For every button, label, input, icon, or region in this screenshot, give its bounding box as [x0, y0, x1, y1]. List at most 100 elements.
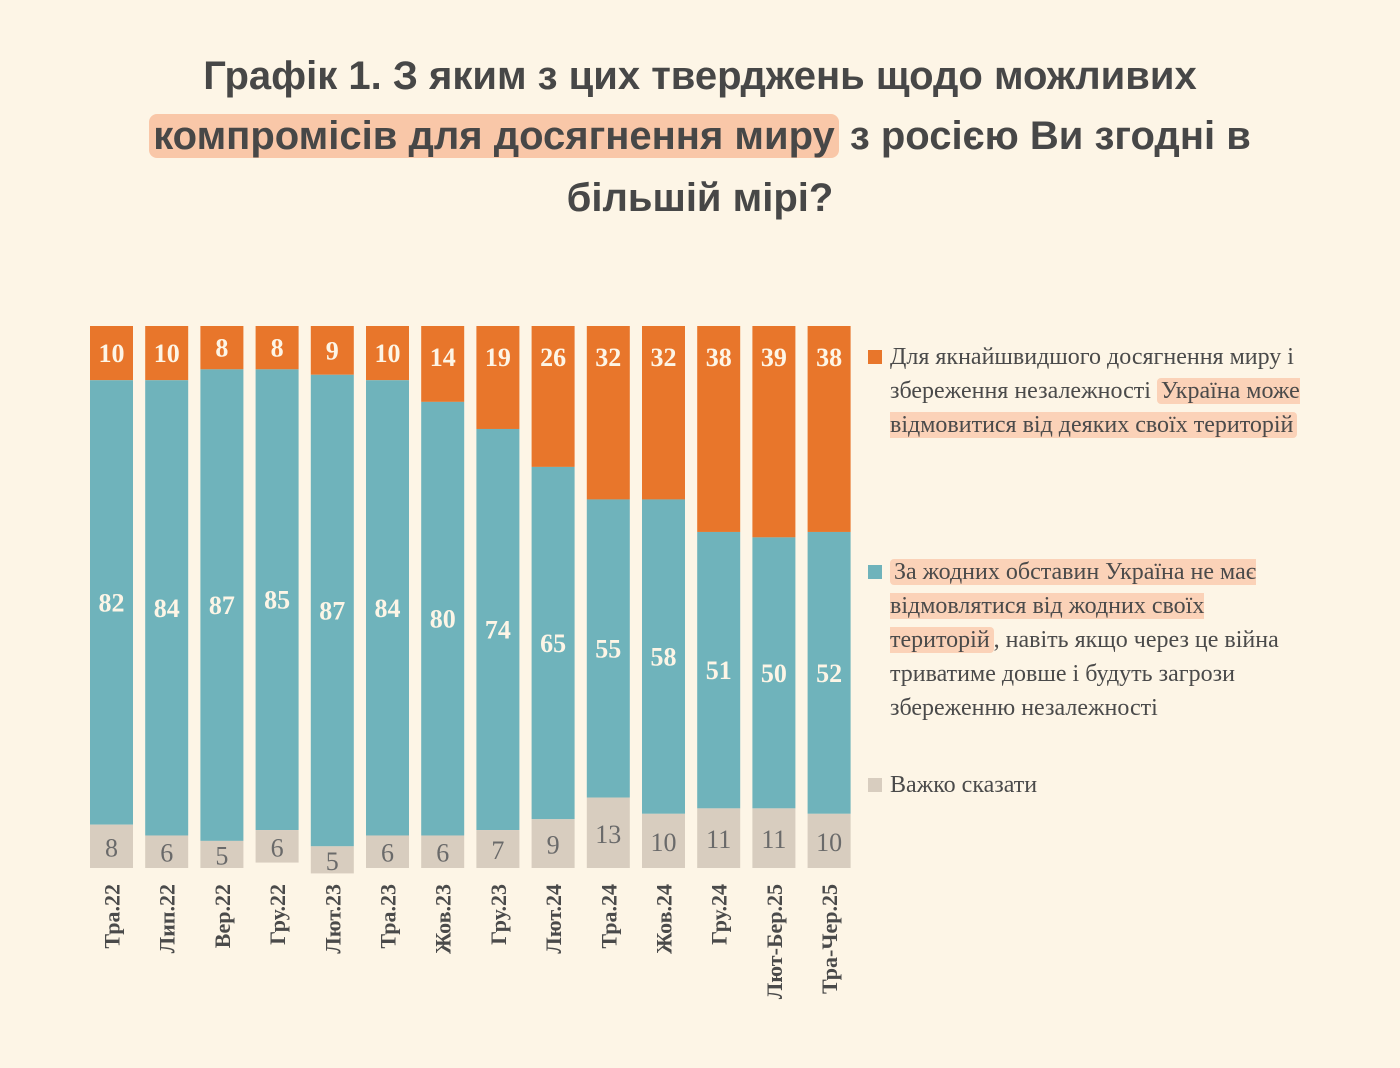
data-label-orange-13: 38: [816, 343, 842, 372]
data-label-gray-10: 10: [651, 828, 677, 857]
bar-teal-13: [807, 531, 851, 814]
bar-orange-3: [255, 326, 299, 370]
x-tick-label-3: Гру.22: [265, 884, 290, 945]
x-tick-label-13: Тра-Чер.25: [817, 884, 842, 994]
bar-orange-8: [531, 326, 575, 467]
data-label-teal-3: 85: [264, 586, 290, 615]
data-label-gray-12: 11: [761, 825, 786, 854]
data-label-gray-6: 6: [436, 839, 449, 868]
bar-orange-7: [476, 326, 520, 429]
data-label-orange-8: 26: [540, 343, 566, 372]
bar-orange-0: [90, 326, 133, 381]
data-label-orange-12: 39: [761, 343, 787, 372]
data-label-gray-11: 11: [706, 825, 731, 854]
x-tick-label-9: Тра.24: [596, 884, 621, 949]
data-label-teal-0: 82: [99, 588, 125, 617]
x-tick-label-4: Лют.23: [320, 884, 345, 954]
legend-text: Важко сказати: [890, 772, 1038, 798]
data-label-orange-11: 38: [706, 343, 732, 372]
data-label-teal-11: 51: [706, 656, 732, 685]
legend-item-orange: Для якнайшвидшого досягнення миру і збер…: [868, 340, 1318, 442]
x-tick-label-0: Тра.22: [100, 884, 125, 949]
data-label-orange-4: 9: [326, 336, 339, 365]
bar-teal-8: [531, 466, 575, 820]
bar-orange-13: [807, 326, 851, 532]
bar-orange-12: [752, 326, 796, 538]
data-label-orange-2: 8: [215, 334, 228, 363]
bar-orange-2: [200, 326, 244, 370]
data-label-teal-7: 74: [485, 616, 511, 645]
bar-gray-11: [697, 808, 741, 868]
chart-title-line3: більшій мірі?: [566, 176, 834, 220]
title-highlight: компромісів для досягнення миру: [149, 114, 839, 158]
bar-orange-6: [421, 326, 465, 402]
bar-gray-5: [366, 835, 409, 868]
bar-gray-4: [310, 846, 354, 874]
legend-item-teal: За жодних обставин Україна не має відмов…: [868, 555, 1318, 725]
data-label-orange-0: 10: [99, 339, 125, 368]
data-label-gray-1: 6: [160, 839, 173, 868]
data-label-teal-2: 87: [209, 591, 235, 620]
bar-teal-6: [421, 401, 465, 836]
x-tick-label-8: Лют.24: [541, 884, 566, 954]
bar-teal-5: [366, 380, 409, 836]
bar-gray-3: [255, 830, 299, 863]
data-label-gray-3: 6: [271, 833, 284, 862]
bar-gray-12: [752, 808, 796, 868]
bar-teal-1: [145, 380, 189, 836]
x-tick-label-7: Гру.23: [486, 884, 511, 945]
bar-teal-12: [752, 537, 796, 809]
bar-teal-3: [255, 369, 299, 831]
data-label-teal-5: 84: [375, 594, 401, 623]
data-label-teal-6: 80: [430, 605, 456, 634]
data-label-teal-9: 55: [595, 634, 621, 663]
bar-orange-9: [586, 326, 630, 500]
bar-gray-0: [90, 824, 133, 868]
data-label-gray-13: 10: [816, 828, 842, 857]
bar-gray-2: [200, 840, 244, 868]
bar-teal-0: [90, 380, 133, 825]
bar-gray-7: [476, 830, 520, 868]
bar-gray-10: [642, 813, 685, 868]
bar-teal-4: [310, 374, 354, 847]
legend-swatch-teal: [868, 565, 882, 579]
data-label-gray-2: 5: [215, 841, 228, 870]
data-label-orange-6: 14: [430, 343, 456, 372]
legend-text: , навіть якщо через це війна триватиме д…: [890, 627, 1279, 721]
chart-title-line1: Графік 1. З яким з цих тверджень щодо мо…: [203, 54, 1197, 98]
data-label-teal-12: 50: [761, 659, 787, 688]
bar-orange-10: [642, 326, 685, 500]
bar-gray-1: [145, 835, 189, 868]
data-label-gray-9: 13: [595, 820, 621, 849]
data-label-orange-3: 8: [271, 334, 284, 363]
data-label-gray-8: 9: [547, 831, 560, 860]
x-tick-label-12: Лют-Бер.25: [762, 884, 787, 999]
x-tick-label-5: Тра.23: [376, 884, 401, 949]
bar-orange-1: [145, 326, 189, 381]
data-label-orange-10: 32: [651, 343, 677, 372]
bar-teal-9: [586, 499, 630, 798]
data-label-teal-13: 52: [816, 659, 842, 688]
x-tick-label-1: Лип.22: [155, 884, 180, 953]
data-label-teal-1: 84: [154, 594, 180, 623]
legend-item-gray: Важко сказати: [868, 768, 1318, 802]
bar-teal-2: [200, 369, 244, 841]
legend-swatch-orange: [868, 350, 882, 364]
bar-orange-5: [366, 326, 409, 381]
legend-swatch-gray: [868, 778, 882, 792]
x-tick-label-2: Вер.22: [210, 884, 235, 948]
bar-gray-9: [586, 797, 630, 868]
data-label-orange-7: 19: [485, 343, 511, 372]
data-label-teal-4: 87: [319, 597, 345, 626]
data-label-teal-8: 65: [540, 629, 566, 658]
data-label-orange-1: 10: [154, 339, 180, 368]
bar-gray-8: [531, 819, 575, 868]
data-label-gray-0: 8: [105, 833, 118, 862]
bar-teal-7: [476, 428, 520, 831]
data-label-gray-4: 5: [326, 847, 339, 876]
x-tick-label-6: Жов.23: [431, 884, 456, 954]
bar-orange-4: [310, 326, 354, 375]
x-tick-label-10: Жов.24: [652, 884, 677, 954]
data-label-gray-7: 7: [491, 836, 504, 865]
